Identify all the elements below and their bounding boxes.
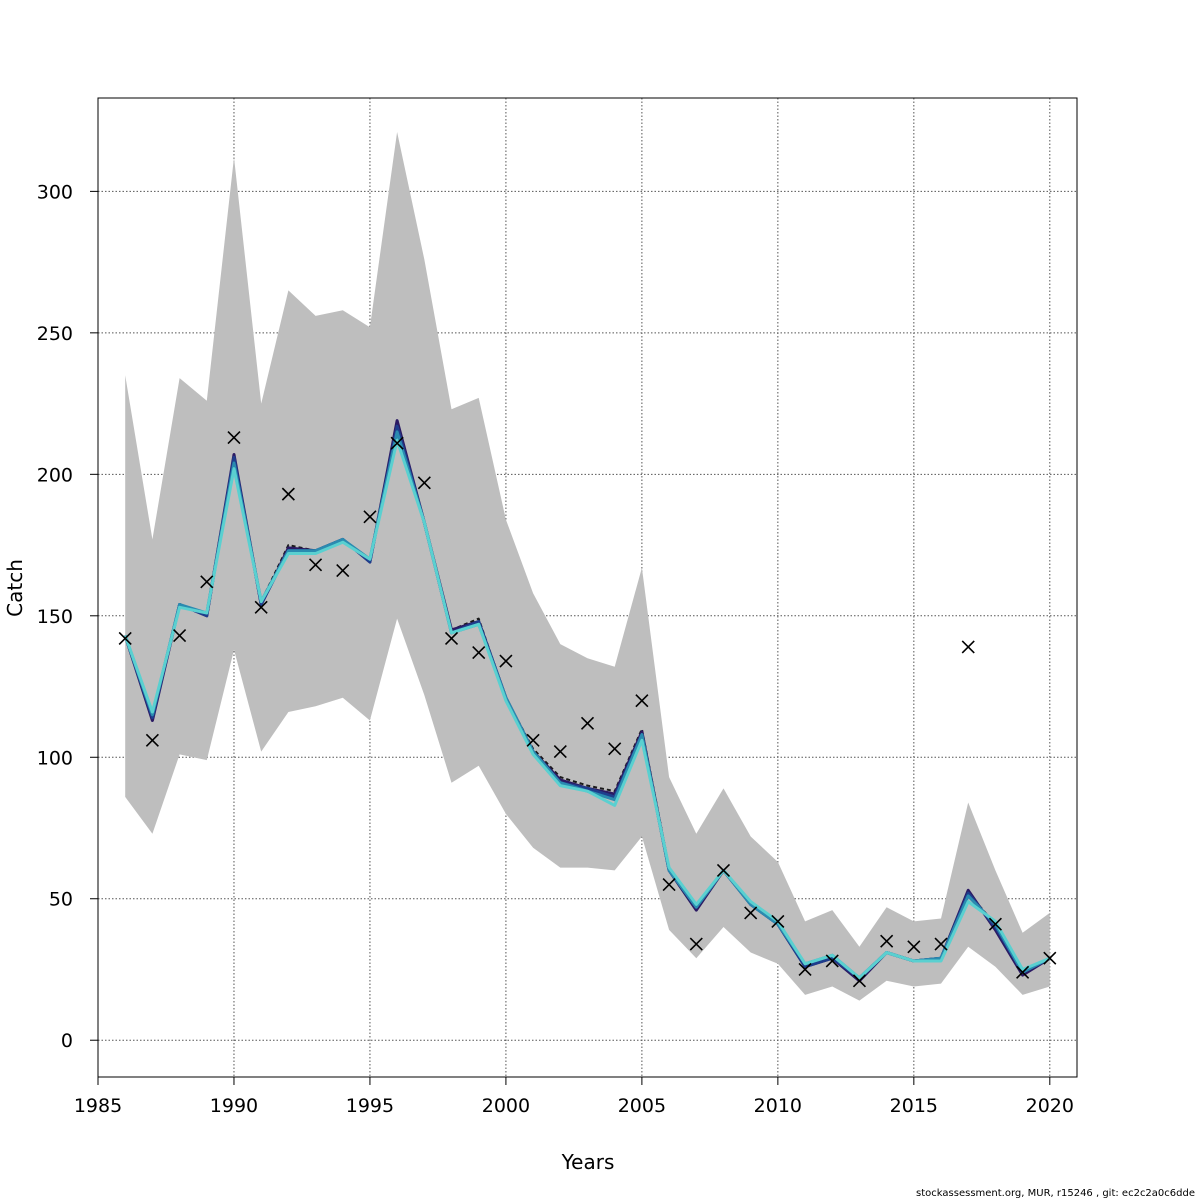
observed-point [363, 510, 377, 524]
x-tick-label: 2000 [482, 1095, 530, 1117]
observed-point [417, 476, 431, 490]
y-tick-label: 300 [37, 181, 73, 203]
observed-point [716, 863, 731, 878]
y-tick-label: 100 [37, 747, 73, 769]
x-tick-label: 1995 [346, 1095, 394, 1117]
x-tick-label: 2015 [890, 1095, 938, 1117]
y-tick-label: 150 [37, 606, 73, 628]
observed-point [662, 878, 676, 892]
observed-point [173, 629, 187, 643]
observed-point [227, 430, 241, 445]
observed-point [988, 917, 1002, 931]
y-axis-title: Catch [3, 559, 27, 617]
observed-point [390, 436, 404, 450]
observed-point [635, 694, 649, 708]
observed-point [689, 937, 703, 951]
observed-point [336, 563, 350, 578]
observed-point [880, 934, 894, 948]
confidence-band [125, 132, 1050, 1001]
y-axis: 0 50 100 150 200 250 300 [37, 181, 98, 1052]
observed-point [444, 631, 459, 645]
observed-point [526, 733, 540, 747]
x-tick-label: 1990 [210, 1095, 258, 1117]
observed-point [553, 745, 567, 759]
observed-point [308, 558, 323, 572]
y-tick-label: 250 [37, 323, 73, 345]
x-tick-label: 1985 [74, 1095, 122, 1117]
observed-point [499, 654, 513, 668]
observed-point [798, 962, 812, 977]
observed-point [200, 575, 214, 589]
footer-text: stockassessment.org, MUR, r15246 , git: … [916, 1188, 1195, 1199]
y-tick-label: 200 [37, 464, 73, 486]
observed-point [744, 906, 758, 920]
observed-points [118, 430, 1057, 988]
confidence-band-area [125, 132, 1050, 1001]
observed-point [1016, 965, 1030, 979]
observed-point [852, 974, 867, 988]
observed-point [907, 940, 921, 954]
observed-point [118, 631, 132, 645]
observed-point [771, 914, 785, 928]
x-tick-label: 2010 [754, 1095, 802, 1117]
x-axis-title: Years [561, 1150, 615, 1174]
observed-point [825, 954, 839, 968]
observed-point [145, 733, 159, 747]
x-tick-label: 2005 [618, 1095, 666, 1117]
observed-point [1043, 951, 1057, 965]
series-lines [123, 419, 1051, 983]
y-tick-label: 0 [61, 1030, 73, 1052]
observed-point [472, 646, 486, 660]
observed-point [961, 640, 975, 654]
observed-point [281, 487, 295, 501]
observed-point [254, 600, 268, 614]
observed-point [934, 937, 948, 951]
observed-point [580, 716, 595, 730]
observed-point [608, 742, 622, 756]
y-tick-label: 50 [49, 889, 73, 911]
x-axis: 1985 1990 1995 2000 2005 2010 2015 2020 [74, 1076, 1074, 1117]
x-tick-label: 2020 [1026, 1095, 1074, 1117]
series-line-5 [123, 438, 1051, 980]
